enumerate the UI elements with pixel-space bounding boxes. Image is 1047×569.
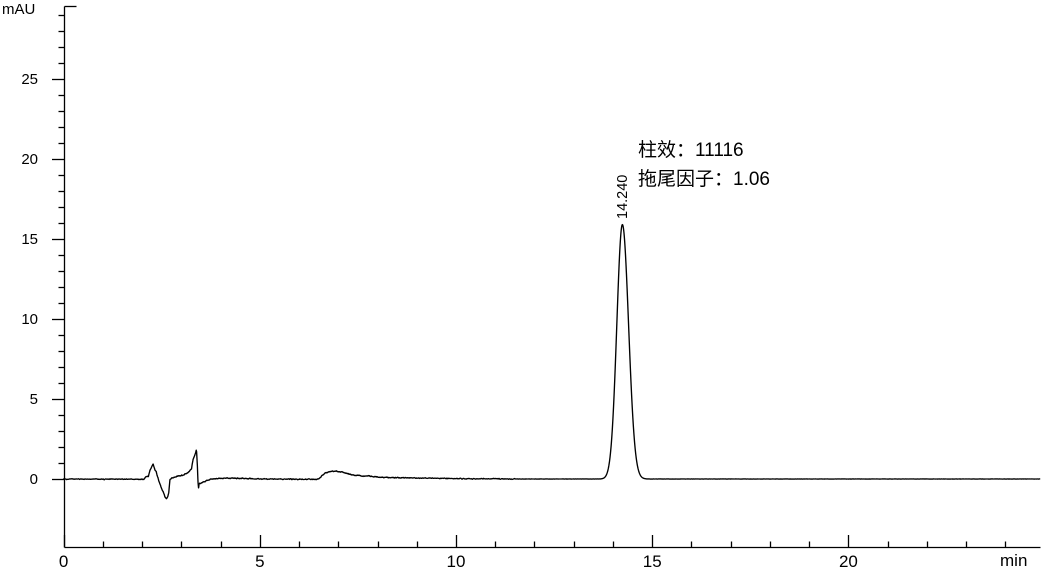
svg-text:5: 5 [30,391,38,408]
svg-text:20: 20 [839,552,858,569]
svg-text:25: 25 [21,71,38,88]
svg-text:20: 20 [21,151,38,168]
svg-text:14.240: 14.240 [615,175,631,219]
svg-text:min: min [1000,551,1027,569]
svg-text:5: 5 [255,552,264,569]
svg-text:10: 10 [447,552,466,569]
svg-text:0: 0 [30,471,38,488]
svg-text:15: 15 [21,231,38,248]
svg-text:10: 10 [21,311,38,328]
svg-text:15: 15 [643,552,662,569]
svg-text:0: 0 [59,552,68,569]
svg-text:mAU: mAU [2,1,35,18]
svg-text:柱效：11116: 柱效：11116 [638,139,744,161]
svg-text:拖尾因子：1.06: 拖尾因子：1.06 [638,168,770,190]
